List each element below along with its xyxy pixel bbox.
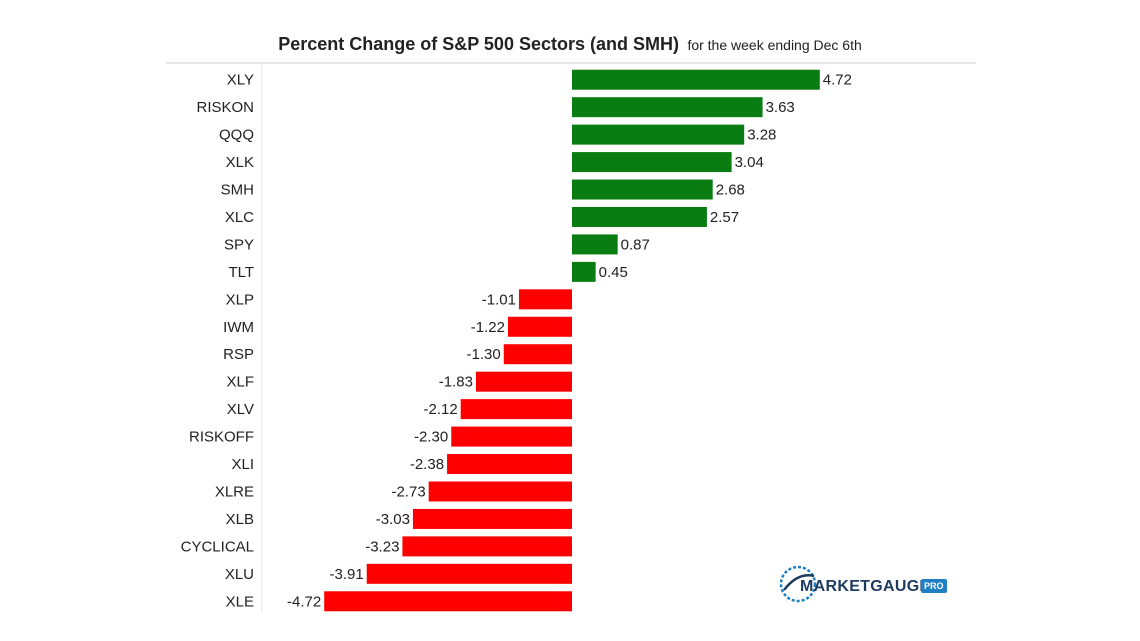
bar-xly bbox=[572, 69, 820, 90]
bar-rsp bbox=[503, 344, 572, 365]
bar-tlt bbox=[572, 261, 596, 282]
category-label: SMH bbox=[221, 182, 254, 199]
chart-subtitle: for the week ending Dec 6th bbox=[687, 37, 862, 53]
category-label: IWM bbox=[223, 319, 254, 336]
globe-icon bbox=[779, 565, 817, 603]
category-label: XLV bbox=[227, 401, 254, 418]
category-label: SPY bbox=[224, 236, 254, 253]
value-label: -2.12 bbox=[423, 401, 457, 418]
category-label: XLY bbox=[227, 72, 254, 89]
category-label: RISKOFF bbox=[189, 429, 254, 446]
bar-xlv bbox=[460, 399, 572, 420]
category-label: TLT bbox=[228, 264, 254, 281]
category-label: XLP bbox=[226, 291, 254, 308]
bar-riskon bbox=[572, 97, 763, 118]
value-label: -1.30 bbox=[467, 346, 501, 363]
category-label: CYCLICAL bbox=[181, 538, 254, 555]
value-label: 3.28 bbox=[747, 127, 776, 144]
value-label: 3.04 bbox=[735, 154, 764, 171]
bar-smh bbox=[572, 179, 713, 200]
value-label: -3.03 bbox=[376, 511, 410, 528]
bar-xlc bbox=[572, 206, 707, 227]
category-label: XLF bbox=[226, 374, 254, 391]
bar-xlf bbox=[475, 371, 572, 392]
bar-xlu bbox=[366, 563, 572, 584]
value-label: 2.57 bbox=[710, 209, 739, 226]
value-label: 0.87 bbox=[621, 236, 650, 253]
value-label: -1.83 bbox=[439, 374, 473, 391]
value-label: 0.45 bbox=[599, 264, 628, 281]
value-label: -2.38 bbox=[410, 456, 444, 473]
category-label: XLU bbox=[225, 566, 254, 583]
bar-xli bbox=[447, 454, 572, 475]
value-label: 4.72 bbox=[823, 72, 852, 89]
bar-spy bbox=[572, 234, 618, 255]
value-label: -1.01 bbox=[482, 291, 516, 308]
category-label: XLK bbox=[226, 154, 254, 171]
value-label: 3.63 bbox=[766, 99, 795, 116]
bar-riskoff bbox=[451, 426, 572, 447]
category-label: RISKON bbox=[196, 99, 254, 116]
category-label: XLRE bbox=[215, 483, 254, 500]
bar-xlb bbox=[412, 508, 572, 529]
bars-group: XLY 4.72 RISKON 3.63 QQQ 3.28 XLK 3.04 SMH 2.68 XL… bbox=[181, 69, 852, 612]
value-label: -2.30 bbox=[414, 429, 448, 446]
category-label: XLE bbox=[226, 593, 254, 610]
bar-cyclical bbox=[402, 536, 572, 557]
logo-text: MARKETGAUGE bbox=[800, 578, 931, 595]
marketgauge-logo: MARKETGAUGE PRO bbox=[778, 558, 974, 610]
value-label: -3.91 bbox=[330, 566, 364, 583]
value-label: -1.22 bbox=[471, 319, 505, 336]
value-label: 2.68 bbox=[716, 182, 745, 199]
logo-pro-badge: PRO bbox=[921, 579, 947, 593]
category-label: QQQ bbox=[219, 127, 254, 144]
bar-xle bbox=[324, 591, 572, 612]
chart-title-main: Percent Change of S&P 500 Sectors (and S… bbox=[278, 34, 679, 54]
bar-xlp bbox=[518, 289, 572, 310]
category-label: RSP bbox=[223, 346, 254, 363]
category-label: XLB bbox=[226, 511, 254, 528]
value-label: -4.72 bbox=[287, 593, 321, 610]
value-label: -2.73 bbox=[391, 483, 425, 500]
bar-iwm bbox=[507, 316, 572, 337]
chart-title: Percent Change of S&P 500 Sectors (and S… bbox=[0, 34, 1140, 55]
category-label: XLI bbox=[231, 456, 254, 473]
bar-xlk bbox=[572, 152, 732, 173]
category-label: XLC bbox=[225, 209, 254, 226]
bar-xlre bbox=[428, 481, 572, 502]
value-label: -3.23 bbox=[365, 538, 399, 555]
bar-qqq bbox=[572, 124, 745, 145]
